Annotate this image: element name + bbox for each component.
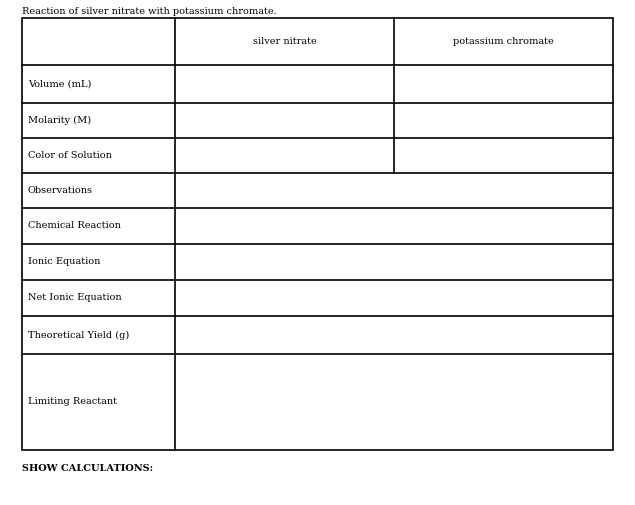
Text: Observations: Observations — [28, 186, 93, 195]
Text: Theoretical Yield (g): Theoretical Yield (g) — [28, 330, 130, 339]
Text: Limiting Reactant: Limiting Reactant — [28, 397, 117, 407]
Text: Net Ionic Equation: Net Ionic Equation — [28, 293, 122, 302]
Text: Volume (mL): Volume (mL) — [28, 79, 91, 88]
Text: Chemical Reaction: Chemical Reaction — [28, 222, 121, 230]
Text: silver nitrate: silver nitrate — [253, 37, 316, 46]
Text: Ionic Equation: Ionic Equation — [28, 258, 100, 267]
Text: Color of Solution: Color of Solution — [28, 151, 112, 160]
Text: potassium chromate: potassium chromate — [453, 37, 554, 46]
Text: Reaction of silver nitrate with potassium chromate.: Reaction of silver nitrate with potassiu… — [22, 7, 277, 16]
Text: Molarity (M): Molarity (M) — [28, 116, 91, 125]
Bar — [22, 18, 613, 450]
Text: SHOW CALCULATIONS:: SHOW CALCULATIONS: — [22, 464, 153, 473]
